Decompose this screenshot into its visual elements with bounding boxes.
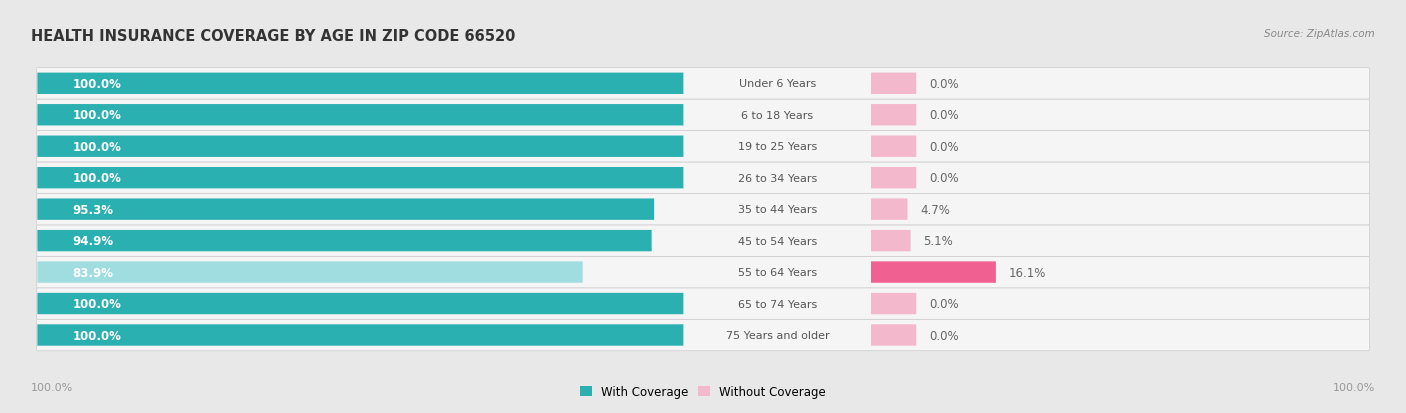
FancyBboxPatch shape <box>37 225 1369 257</box>
Text: 95.3%: 95.3% <box>72 203 114 216</box>
Text: Under 6 Years: Under 6 Years <box>738 79 815 89</box>
FancyBboxPatch shape <box>37 69 1369 100</box>
Text: 65 to 74 Years: 65 to 74 Years <box>738 299 817 309</box>
FancyBboxPatch shape <box>872 230 911 252</box>
FancyBboxPatch shape <box>38 325 683 346</box>
Text: 100.0%: 100.0% <box>31 382 73 392</box>
FancyBboxPatch shape <box>38 136 683 157</box>
Text: 26 to 34 Years: 26 to 34 Years <box>738 173 817 183</box>
FancyBboxPatch shape <box>683 293 872 314</box>
FancyBboxPatch shape <box>38 199 654 220</box>
Text: HEALTH INSURANCE COVERAGE BY AGE IN ZIP CODE 66520: HEALTH INSURANCE COVERAGE BY AGE IN ZIP … <box>31 29 516 44</box>
FancyBboxPatch shape <box>872 136 917 157</box>
FancyBboxPatch shape <box>872 293 917 314</box>
FancyBboxPatch shape <box>872 199 907 220</box>
Text: 100.0%: 100.0% <box>72 140 121 153</box>
Text: 100.0%: 100.0% <box>72 109 121 122</box>
Text: Source: ZipAtlas.com: Source: ZipAtlas.com <box>1264 29 1375 39</box>
Text: 0.0%: 0.0% <box>929 297 959 310</box>
Text: 0.0%: 0.0% <box>929 140 959 153</box>
Text: 0.0%: 0.0% <box>929 78 959 90</box>
Text: 100.0%: 100.0% <box>1333 382 1375 392</box>
FancyBboxPatch shape <box>38 262 582 283</box>
FancyBboxPatch shape <box>872 325 917 346</box>
Text: 5.1%: 5.1% <box>924 235 953 247</box>
FancyBboxPatch shape <box>683 74 872 95</box>
Text: 19 to 25 Years: 19 to 25 Years <box>738 142 817 152</box>
Text: 100.0%: 100.0% <box>72 329 121 342</box>
Text: 83.9%: 83.9% <box>72 266 114 279</box>
Text: 100.0%: 100.0% <box>72 172 121 185</box>
Text: 100.0%: 100.0% <box>72 78 121 90</box>
FancyBboxPatch shape <box>37 288 1369 320</box>
Text: 75 Years and older: 75 Years and older <box>725 330 830 340</box>
FancyBboxPatch shape <box>38 293 683 314</box>
FancyBboxPatch shape <box>37 194 1369 225</box>
FancyBboxPatch shape <box>872 168 917 189</box>
Text: 94.9%: 94.9% <box>72 235 114 247</box>
FancyBboxPatch shape <box>872 105 917 126</box>
FancyBboxPatch shape <box>683 262 872 283</box>
FancyBboxPatch shape <box>683 105 872 126</box>
Text: 55 to 64 Years: 55 to 64 Years <box>738 268 817 278</box>
Text: 0.0%: 0.0% <box>929 329 959 342</box>
FancyBboxPatch shape <box>872 262 995 283</box>
FancyBboxPatch shape <box>37 131 1369 163</box>
Text: 45 to 54 Years: 45 to 54 Years <box>738 236 817 246</box>
FancyBboxPatch shape <box>38 168 683 189</box>
FancyBboxPatch shape <box>38 74 683 95</box>
FancyBboxPatch shape <box>683 168 872 189</box>
FancyBboxPatch shape <box>683 199 872 220</box>
Legend: With Coverage, Without Coverage: With Coverage, Without Coverage <box>579 385 827 399</box>
FancyBboxPatch shape <box>37 163 1369 194</box>
Text: 35 to 44 Years: 35 to 44 Years <box>738 205 817 215</box>
Text: 0.0%: 0.0% <box>929 109 959 122</box>
FancyBboxPatch shape <box>37 100 1369 131</box>
Text: 6 to 18 Years: 6 to 18 Years <box>741 111 814 121</box>
FancyBboxPatch shape <box>683 325 872 346</box>
Text: 100.0%: 100.0% <box>72 297 121 310</box>
FancyBboxPatch shape <box>37 257 1369 288</box>
FancyBboxPatch shape <box>37 320 1369 351</box>
Text: 4.7%: 4.7% <box>921 203 950 216</box>
FancyBboxPatch shape <box>683 136 872 157</box>
Text: 16.1%: 16.1% <box>1008 266 1046 279</box>
FancyBboxPatch shape <box>38 105 683 126</box>
Text: 0.0%: 0.0% <box>929 172 959 185</box>
FancyBboxPatch shape <box>872 74 917 95</box>
FancyBboxPatch shape <box>38 230 651 252</box>
FancyBboxPatch shape <box>683 230 872 252</box>
